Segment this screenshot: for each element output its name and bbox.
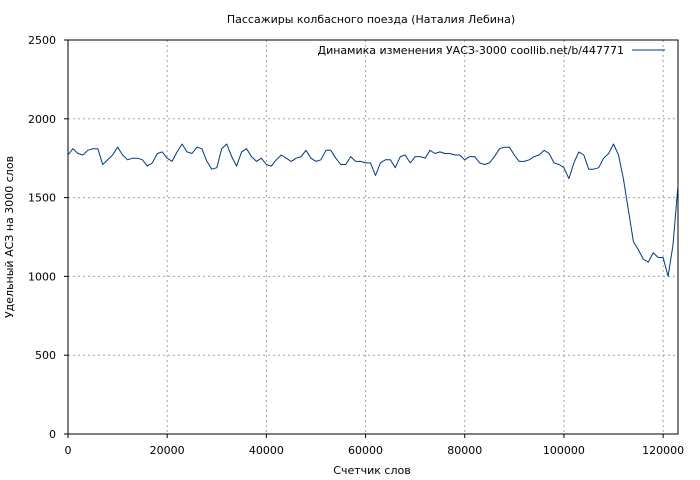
x-tick-label: 20000	[150, 444, 185, 457]
y-tick-label: 2000	[28, 113, 56, 126]
x-tick-label: 60000	[348, 444, 383, 457]
x-tick-label: 0	[65, 444, 72, 457]
y-axis-tick-labels: 0 500 1000 1500 2000 2500	[28, 34, 56, 441]
legend-label: Динамика изменения УАСЗ-3000 coollib.net…	[318, 44, 625, 57]
plot-area-frame	[67, 39, 679, 435]
y-tick-label: 1000	[28, 270, 56, 283]
x-axis-title: Счетчик слов	[333, 464, 410, 477]
y-tick-label: 2500	[28, 34, 56, 47]
x-tick-label: 40000	[249, 444, 284, 457]
x-tick-label: 80000	[447, 444, 482, 457]
y-tick-label: 1500	[28, 192, 56, 205]
y-tick-label: 0	[49, 428, 56, 441]
legend: Динамика изменения УАСЗ-3000 coollib.net…	[318, 44, 665, 57]
chart-title: Пассажиры колбасного поезда (Наталия Леб…	[227, 13, 515, 26]
y-tick-label: 500	[35, 349, 56, 362]
x-axis-tick-labels: 0 20000 40000 60000 80000 100000 120000	[65, 444, 685, 457]
series-layer	[67, 143, 679, 277]
axis-ticks	[64, 39, 664, 438]
x-tick-label: 100000	[543, 444, 585, 457]
x-tick-label: 120000	[642, 444, 684, 457]
series-line	[67, 143, 679, 277]
y-axis-title: Удельный АСЗ на 3000 слов	[3, 156, 16, 318]
grid	[68, 40, 678, 434]
